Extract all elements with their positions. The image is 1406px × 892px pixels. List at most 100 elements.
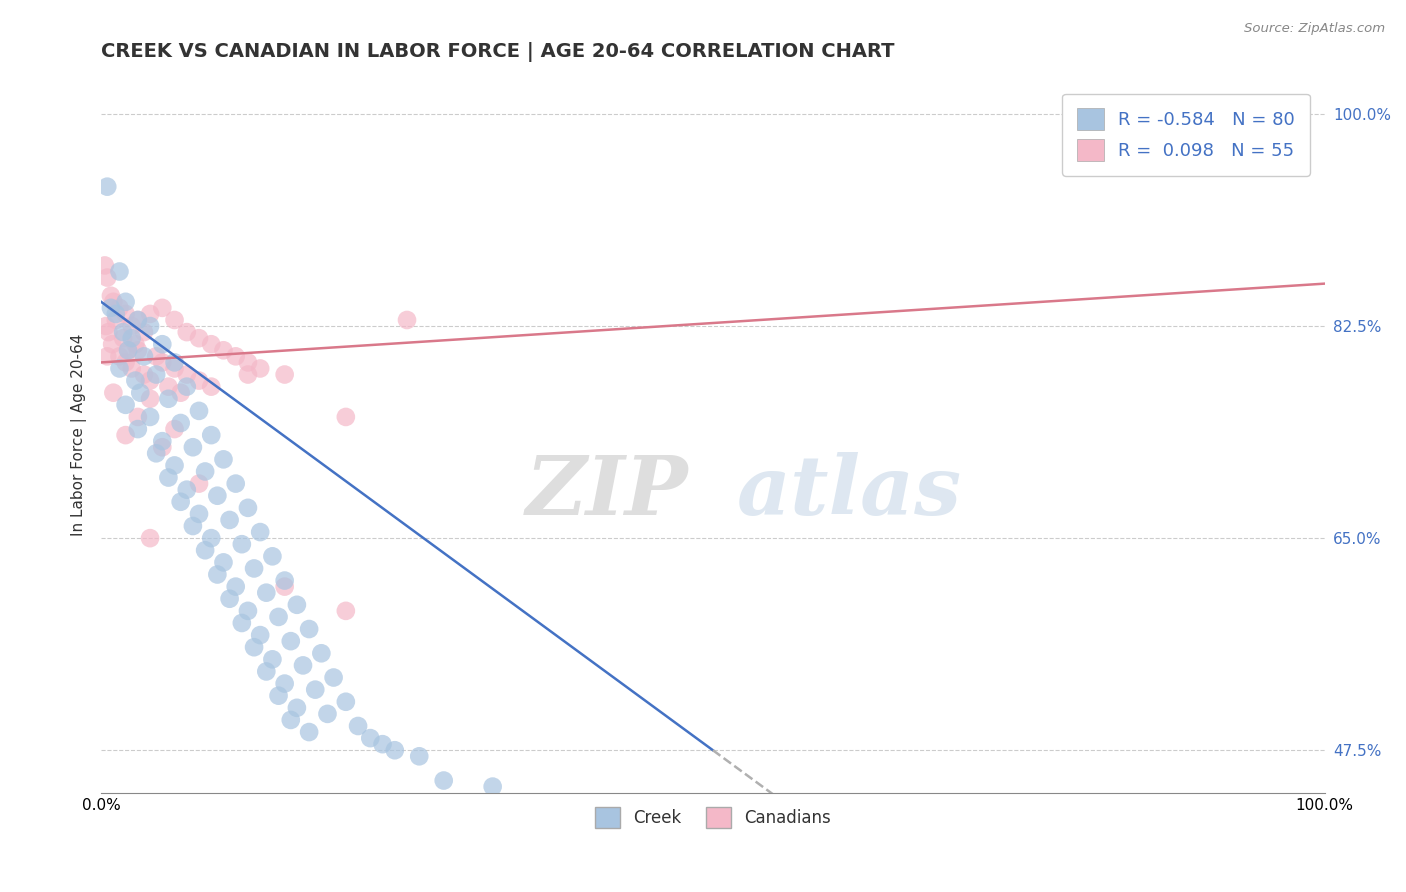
Point	[139, 374, 162, 388]
Point	[243, 640, 266, 655]
Point	[139, 392, 162, 406]
Point	[139, 409, 162, 424]
Point	[96, 179, 118, 194]
Text: Source: ZipAtlas.com: Source: ZipAtlas.com	[1244, 22, 1385, 36]
Point	[273, 580, 295, 594]
Point	[100, 289, 122, 303]
Point	[188, 374, 211, 388]
Point	[273, 676, 295, 690]
Point	[200, 379, 222, 393]
Point	[212, 555, 235, 569]
Point	[150, 337, 173, 351]
Point	[311, 646, 333, 660]
Point	[163, 355, 186, 369]
Text: CREEK VS CANADIAN IN LABOR FORCE | AGE 20-64 CORRELATION CHART: CREEK VS CANADIAN IN LABOR FORCE | AGE 2…	[101, 42, 894, 62]
Point	[139, 531, 162, 545]
Point	[371, 737, 394, 751]
Point	[157, 392, 180, 406]
Point	[145, 446, 167, 460]
Point	[108, 349, 131, 363]
Point	[114, 294, 136, 309]
Point	[231, 537, 253, 551]
Point	[433, 773, 456, 788]
Point	[94, 319, 117, 334]
Point	[104, 313, 127, 327]
Point	[108, 361, 131, 376]
Point	[262, 652, 284, 666]
Point	[298, 725, 321, 739]
Point	[231, 615, 253, 630]
Point	[236, 604, 259, 618]
Point	[304, 682, 326, 697]
Point	[176, 325, 198, 339]
Point	[298, 622, 321, 636]
Point	[176, 483, 198, 497]
Point	[127, 313, 149, 327]
Point	[218, 513, 240, 527]
Point	[129, 385, 152, 400]
Point	[225, 580, 247, 594]
Point	[273, 368, 295, 382]
Point	[188, 476, 211, 491]
Point	[335, 695, 357, 709]
Point	[132, 325, 155, 339]
Legend: Creek, Canadians: Creek, Canadians	[588, 801, 838, 834]
Point	[212, 452, 235, 467]
Point	[273, 574, 295, 588]
Point	[112, 325, 135, 339]
Point	[157, 379, 180, 393]
Point	[103, 294, 125, 309]
Text: ZIP: ZIP	[526, 452, 689, 533]
Point	[96, 270, 118, 285]
Point	[188, 507, 211, 521]
Point	[236, 355, 259, 369]
Point	[225, 476, 247, 491]
Point	[132, 368, 155, 382]
Point	[225, 349, 247, 363]
Point	[150, 440, 173, 454]
Point	[408, 749, 430, 764]
Point	[101, 337, 124, 351]
Point	[94, 259, 117, 273]
Point	[145, 349, 167, 363]
Point	[117, 343, 139, 358]
Point	[481, 780, 503, 794]
Point	[316, 706, 339, 721]
Point	[132, 349, 155, 363]
Point	[347, 719, 370, 733]
Point	[207, 567, 229, 582]
Point	[280, 634, 302, 648]
Point	[139, 307, 162, 321]
Point	[292, 658, 315, 673]
Point	[236, 500, 259, 515]
Point	[188, 331, 211, 345]
Text: atlas: atlas	[737, 452, 963, 533]
Point	[169, 416, 191, 430]
Point	[359, 731, 381, 745]
Point	[127, 409, 149, 424]
Point	[150, 301, 173, 315]
Point	[100, 301, 122, 315]
Point	[176, 368, 198, 382]
Point	[335, 604, 357, 618]
Point	[97, 325, 120, 339]
Point	[335, 409, 357, 424]
Y-axis label: In Labor Force | Age 20-64: In Labor Force | Age 20-64	[72, 334, 87, 536]
Point	[121, 361, 143, 376]
Point	[150, 434, 173, 449]
Point	[200, 531, 222, 545]
Point	[194, 543, 217, 558]
Point	[114, 355, 136, 369]
Point	[169, 385, 191, 400]
Point	[243, 561, 266, 575]
Point	[157, 470, 180, 484]
Point	[124, 374, 146, 388]
Point	[163, 458, 186, 473]
Point	[124, 337, 146, 351]
Point	[181, 519, 204, 533]
Point	[114, 428, 136, 442]
Point	[139, 319, 162, 334]
Point	[103, 385, 125, 400]
Point	[104, 307, 127, 321]
Point	[108, 264, 131, 278]
